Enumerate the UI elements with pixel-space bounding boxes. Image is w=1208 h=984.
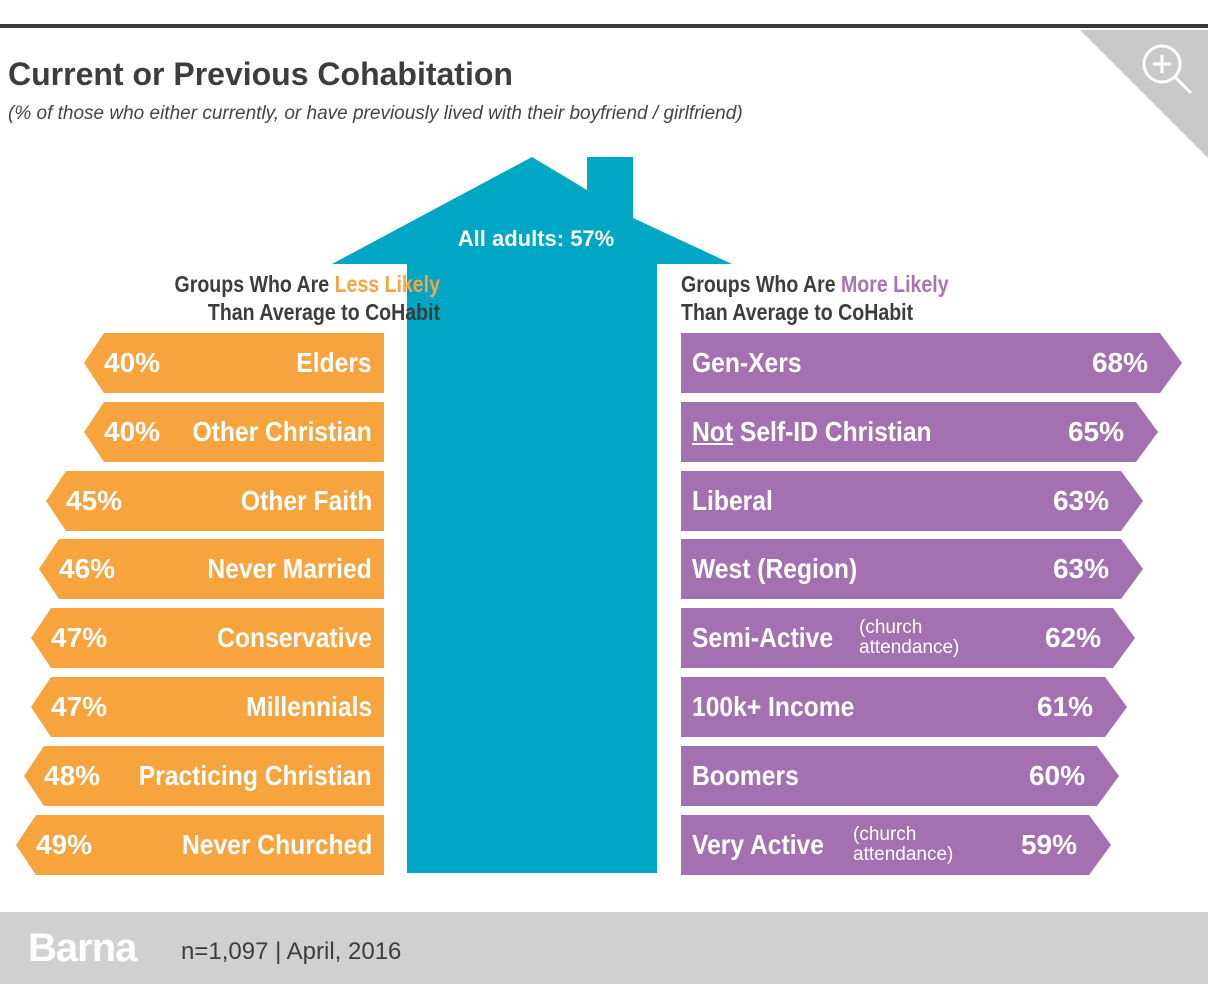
more-likely-bar: Semi-Active 62% (church attendance): [681, 608, 1135, 668]
more-likely-value: 68%: [1091, 347, 1148, 378]
more-likely-category: Semi-Active: [692, 622, 834, 653]
more-likely-category: 100k+ Income: [692, 691, 855, 722]
more-likely-bar: West (Region) 63%: [681, 539, 1143, 599]
not-emphasis: Not: [692, 416, 734, 447]
less-likely-heading-prefix: Groups Who Are: [174, 271, 335, 297]
more-likely-bar: Boomers 60%: [681, 746, 1119, 806]
chart-title: Current or Previous Cohabitation: [8, 56, 513, 92]
less-likely-category: Never Churched: [181, 829, 372, 860]
less-likely-category: Other Faith: [240, 485, 372, 516]
less-likely-category: Other Christian: [192, 416, 372, 447]
more-likely-value: 63%: [1052, 553, 1109, 584]
less-likely-value: 47%: [51, 691, 108, 722]
more-likely-note: (church attendance): [853, 824, 954, 865]
more-likely-bar: Gen-Xers 68%: [681, 333, 1182, 393]
more-likely-value: 61%: [1036, 691, 1093, 722]
less-likely-bar: 40% Elders: [84, 333, 384, 393]
more-likely-category: Not Self-ID Christian: [692, 416, 932, 447]
footer-bar: [0, 912, 1208, 984]
less-likely-bar: 48% Practicing Christian: [24, 746, 384, 806]
more-likely-category: Gen-Xers: [692, 347, 802, 378]
more-likely-category: Very Active: [692, 829, 824, 860]
zoom-in-icon: [1142, 44, 1193, 95]
more-likely-category: Boomers: [692, 760, 799, 791]
less-likely-bar: 45% Other Faith: [46, 471, 384, 531]
more-likely-bar: Liberal 63%: [681, 471, 1143, 531]
less-likely-bar: 47% Millennials: [31, 677, 384, 737]
less-likely-value: 48%: [44, 760, 101, 791]
more-likely-heading-prefix: Groups Who Are: [681, 271, 842, 297]
less-likely-bar: 47% Conservative: [31, 608, 384, 668]
less-likely-highlight: Less Likely: [334, 271, 440, 297]
less-likely-value: 45%: [66, 485, 123, 516]
more-likely-category: Liberal: [692, 485, 773, 516]
less-likely-category: Conservative: [217, 622, 372, 653]
less-likely-bar: 40% Other Christian: [84, 402, 384, 462]
barna-logo: Barna: [28, 926, 137, 970]
less-likely-category: Elders: [296, 347, 372, 378]
more-likely-bar: Not Self-ID Christian 65%: [681, 402, 1158, 462]
more-likely-note: (church attendance): [859, 617, 960, 658]
more-likely-bar: 100k+ Income 61%: [681, 677, 1127, 737]
more-likely-value: 60%: [1028, 760, 1085, 791]
less-likely-bar: 46% Never Married: [39, 539, 384, 599]
top-rule: [0, 24, 1208, 28]
more-likely-highlight: More Likely: [841, 271, 949, 297]
chart-subtitle: (% of those who either currently, or hav…: [8, 103, 743, 124]
less-likely-bar: 49% Never Churched: [16, 815, 384, 875]
less-likely-category: Never Married: [207, 553, 372, 584]
more-likely-bar: Very Active 59% (church attendance): [681, 815, 1111, 875]
more-likely-heading-line2: Than Average to CoHabit: [681, 299, 914, 325]
more-likely-value: 62%: [1044, 622, 1101, 653]
less-likely-value: 47%: [51, 622, 108, 653]
zoom-corner-button[interactable]: [1076, 30, 1208, 160]
less-likely-category: Millennials: [246, 691, 372, 722]
less-likely-value: 46%: [59, 553, 116, 584]
more-likely-category: West (Region): [692, 553, 858, 584]
more-likely-value: 63%: [1052, 485, 1109, 516]
less-likely-value: 40%: [104, 416, 161, 447]
footer-note: n=1,097 | April, 2016: [181, 938, 402, 965]
less-likely-category: Practicing Christian: [139, 760, 372, 791]
more-likely-heading: Groups Who Are More Likely Than Average …: [681, 270, 1038, 326]
all-adults-label: All adults: 57%: [457, 226, 615, 251]
less-likely-heading: Groups Who Are Less Likely Than Average …: [117, 270, 440, 326]
less-likely-value: 40%: [104, 347, 161, 378]
less-likely-value: 49%: [36, 829, 93, 860]
more-likely-value: 59%: [1020, 829, 1077, 860]
less-likely-heading-line2: Than Average to CoHabit: [207, 299, 440, 325]
more-likely-value: 65%: [1067, 416, 1124, 447]
